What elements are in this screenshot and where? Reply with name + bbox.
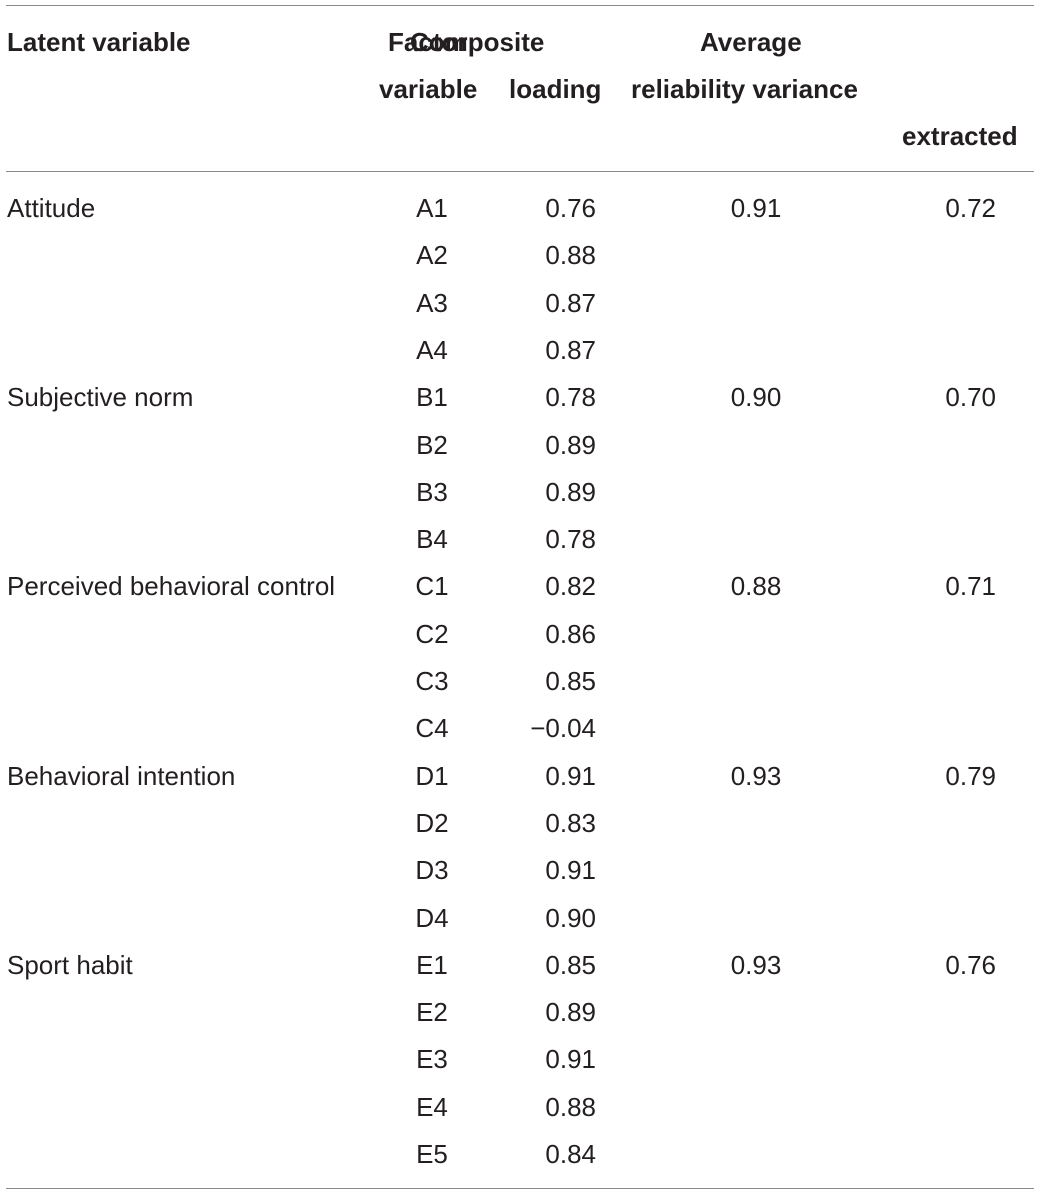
cell-variable: D4: [415, 903, 449, 933]
cell-variable: C4: [415, 713, 449, 743]
cell-average-variance-extracted: 0.79: [945, 761, 996, 791]
cell-factor-loading: 0.87: [545, 335, 596, 365]
cell-factor-loading: 0.87: [545, 288, 596, 318]
cell-variable: E5: [416, 1139, 448, 1169]
cell-factor-loading: 0.88: [545, 240, 596, 270]
header-composite: Composite: [410, 27, 545, 57]
top-rule: [6, 5, 1034, 6]
cell-factor-loading: 0.91: [545, 761, 596, 791]
cell-variable: E4: [416, 1092, 448, 1122]
cell-composite-reliability: 0.91: [730, 193, 782, 223]
cell-composite-reliability: 0.93: [730, 761, 782, 791]
cell-factor-loading: 0.85: [545, 666, 596, 696]
cell-latent-variable: Perceived behavioral control: [7, 571, 336, 601]
header-average: Average: [700, 27, 802, 57]
cell-factor-loading: 0.88: [545, 1092, 596, 1122]
cell-latent-variable: Attitude: [7, 193, 96, 223]
cell-variable: E3: [416, 1044, 448, 1074]
cell-factor-loading: 0.82: [545, 571, 596, 601]
cell-composite-reliability: 0.88: [730, 571, 782, 601]
cell-average-variance-extracted: 0.71: [945, 571, 996, 601]
bottom-rule: [6, 1188, 1034, 1189]
cell-average-variance-extracted: 0.76: [945, 950, 996, 980]
cell-variable: C1: [415, 571, 449, 601]
cell-factor-loading: 0.84: [545, 1139, 596, 1169]
cell-average-variance-extracted: 0.70: [945, 382, 996, 412]
cell-variable: B1: [416, 382, 448, 412]
cell-factor-loading: 0.90: [545, 903, 596, 933]
cell-average-variance-extracted: 0.72: [945, 193, 996, 223]
header-latent-variable: Latent variable: [7, 27, 191, 57]
cell-variable: B2: [416, 430, 448, 460]
cell-variable: C2: [415, 619, 449, 649]
cell-variable: E2: [416, 997, 448, 1027]
header-factor: Factor: [388, 27, 468, 57]
cell-latent-variable: Sport habit: [7, 950, 133, 980]
cell-variable: E1: [416, 950, 448, 980]
cell-variable: B3: [416, 477, 448, 507]
cell-variable: D2: [415, 808, 449, 838]
cell-factor-loading: 0.76: [545, 193, 596, 223]
cell-factor-loading: 0.85: [545, 950, 596, 980]
cell-factor-loading: 0.78: [545, 382, 596, 412]
cell-factor-loading: 0.83: [545, 808, 596, 838]
cell-variable: A3: [416, 288, 448, 318]
cell-variable: A2: [416, 240, 448, 270]
cell-latent-variable: Behavioral intention: [7, 761, 236, 791]
cell-latent-variable: Subjective norm: [7, 382, 194, 412]
cell-variable: A4: [416, 335, 448, 365]
cell-factor-loading: 0.91: [545, 1044, 596, 1074]
cell-factor-loading: 0.89: [545, 430, 596, 460]
cell-factor-loading: −0.04: [530, 713, 596, 743]
cell-factor-loading: 0.91: [545, 855, 596, 885]
cell-factor-loading: 0.78: [545, 524, 596, 554]
cell-variable: C3: [415, 666, 449, 696]
cell-composite-reliability: 0.90: [730, 382, 782, 412]
cell-variable: A1: [416, 193, 448, 223]
header-rule: [6, 171, 1034, 172]
cell-variable: D3: [415, 855, 449, 885]
cell-factor-loading: 0.86: [545, 619, 596, 649]
header-extracted: extracted: [902, 121, 1018, 151]
cell-variable: D1: [415, 761, 449, 791]
cell-variable: B4: [416, 524, 448, 554]
cell-composite-reliability: 0.93: [730, 950, 782, 980]
header-variable: variable: [379, 74, 478, 104]
cell-factor-loading: 0.89: [545, 997, 596, 1027]
header-loading: loading: [509, 74, 602, 104]
cell-factor-loading: 0.89: [545, 477, 596, 507]
header-reliability-variance: reliability variance: [631, 74, 858, 104]
